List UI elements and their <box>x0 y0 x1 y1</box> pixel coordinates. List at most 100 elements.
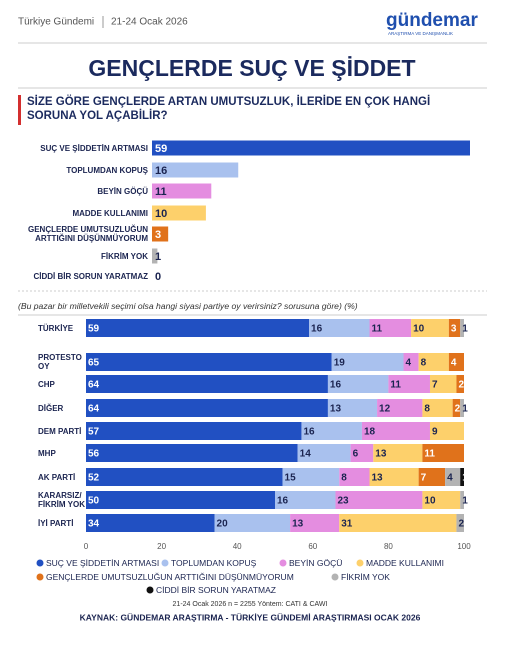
legend-label: TOPLUMDAN KOPUŞ <box>171 558 257 568</box>
segment-label: 14 <box>300 449 312 460</box>
legend-label: CİDDİ BİR SORUN YARATMAZ <box>156 585 276 595</box>
segment <box>422 491 461 509</box>
segment-label: 13 <box>330 404 342 415</box>
segment-label: 16 <box>311 324 323 335</box>
segment-label: 8 <box>424 404 430 415</box>
segment-label: 64 <box>88 404 100 415</box>
segment <box>86 514 215 532</box>
segment-label: 4 <box>406 358 412 369</box>
legend-label: MADDE KULLANIMI <box>366 558 444 568</box>
segment <box>361 422 430 440</box>
value-label: 16 <box>155 165 167 177</box>
value-label: 10 <box>155 208 167 220</box>
segment <box>339 468 370 486</box>
segment <box>309 319 370 337</box>
segment <box>350 444 374 462</box>
bar <box>152 205 206 221</box>
category-label: DİĞER <box>38 403 64 413</box>
segment <box>290 514 340 532</box>
value-label: 0 <box>155 271 161 283</box>
segment-label: 1 <box>462 473 468 484</box>
legend-label: FİKRİM YOK <box>341 572 390 582</box>
logo: gündemar <box>386 10 478 31</box>
category-label: DEM PARTİ <box>38 426 82 436</box>
segment-label: 13 <box>375 449 387 460</box>
segment-label: 7 <box>421 473 427 484</box>
legend-label: SUÇ VE ŞİDDETİN ARTMASI <box>46 558 159 568</box>
category-label: FİKRİM YOK <box>101 251 148 261</box>
segment <box>86 491 275 509</box>
segment-label: 56 <box>88 449 100 460</box>
segment-label: 23 <box>337 496 349 507</box>
segment-label: 2 <box>458 519 464 530</box>
segment <box>331 353 404 371</box>
x-tick-label: 60 <box>308 542 317 551</box>
x-tick-label: 40 <box>233 542 242 551</box>
value-label: 1 <box>155 251 161 263</box>
segment-label: 50 <box>88 496 100 507</box>
logo-sub: ARAŞTIRMA VE DANIŞMANLIK <box>388 31 453 36</box>
segment <box>460 468 464 486</box>
segment-label: 20 <box>217 519 229 530</box>
segment-label: 1 <box>462 496 468 507</box>
segment <box>297 444 351 462</box>
source: KAYNAK: GÜNDEMAR ARAŞTIRMA - TÜRKİYE GÜN… <box>80 612 421 622</box>
segment <box>388 375 430 393</box>
segment <box>86 319 310 337</box>
bar <box>152 140 470 156</box>
x-tick-label: 20 <box>157 542 166 551</box>
segment-label: 2 <box>458 380 464 391</box>
segment <box>86 422 302 440</box>
legend-swatch <box>279 559 287 567</box>
segment <box>214 514 291 532</box>
legend-label: BEYİN GÖÇÜ <box>289 558 342 568</box>
segment-label: 16 <box>277 496 289 507</box>
segment-label: 11 <box>390 380 401 391</box>
segment <box>327 375 389 393</box>
legend-swatch <box>331 573 339 581</box>
bar <box>152 248 158 264</box>
segment-label: 15 <box>285 473 297 484</box>
x-tick-label: 0 <box>84 542 89 551</box>
segment-label: 1 <box>462 404 468 415</box>
x-tick-label: 100 <box>457 542 471 551</box>
segment-label: 13 <box>292 519 304 530</box>
category-label: TÜRKİYE <box>38 323 74 333</box>
source-name: Türkiye Gündemi <box>18 17 94 28</box>
bar <box>152 226 169 242</box>
segment-label: 11 <box>424 449 435 460</box>
segment-label: 57 <box>88 427 100 438</box>
segment-label: 13 <box>372 473 384 484</box>
value-label: 11 <box>155 186 167 198</box>
segment <box>452 399 461 417</box>
date: 21-24 Ocak 2026 <box>111 17 188 28</box>
category-label: SUÇ VE ŞİDDETİN ARTMASI <box>40 143 148 153</box>
segment <box>369 468 419 486</box>
segment <box>327 399 378 417</box>
segment <box>403 353 419 371</box>
segment-label: 6 <box>353 449 359 460</box>
category-label: PROTESTO OY <box>38 353 82 371</box>
segment-label: 4 <box>451 358 457 369</box>
subtitle: (Bu pazar bir milletvekili seçimi olsa h… <box>18 300 358 311</box>
category-label: GENÇLERDE UMUTSUZLUĞUN ARTTIĞINI DÜŞÜNMÜ… <box>28 225 148 243</box>
legend-swatch <box>146 586 154 594</box>
value-label: 59 <box>155 143 167 155</box>
legend-swatch <box>161 559 169 567</box>
segment <box>448 319 461 337</box>
segment <box>86 444 298 462</box>
segment-label: 2 <box>455 404 461 415</box>
segment <box>369 319 412 337</box>
category-label: MADDE KULLANIMI <box>72 208 148 218</box>
category-label: AK PARTİ <box>38 472 76 482</box>
bar <box>152 162 239 178</box>
category-label: BEYİN GÖÇÜ <box>97 186 148 196</box>
segment <box>86 353 332 371</box>
legend-swatch <box>36 573 44 581</box>
segment <box>377 399 423 417</box>
segment-label: 52 <box>88 473 100 484</box>
category-label: KARARSIZ/ FİKRİM YOK <box>38 491 85 509</box>
value-label: 3 <box>155 229 161 241</box>
